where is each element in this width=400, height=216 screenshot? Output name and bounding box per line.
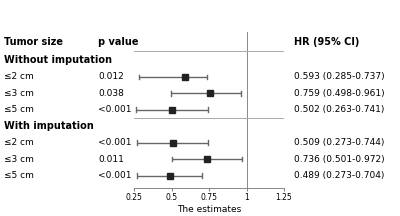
Text: 0.593 (0.285-0.737): 0.593 (0.285-0.737)	[294, 72, 385, 81]
Text: ≤3 cm: ≤3 cm	[4, 89, 34, 98]
Text: 0.489 (0.273-0.704): 0.489 (0.273-0.704)	[294, 171, 384, 180]
Text: <0.001: <0.001	[98, 138, 132, 147]
Text: ≤3 cm: ≤3 cm	[4, 155, 34, 164]
Text: <0.001: <0.001	[98, 171, 132, 180]
Text: <0.001: <0.001	[98, 105, 132, 114]
Text: 0.736 (0.501-0.972): 0.736 (0.501-0.972)	[294, 155, 385, 164]
X-axis label: The estimates: The estimates	[177, 205, 241, 214]
Text: ≤5 cm: ≤5 cm	[4, 105, 34, 114]
Text: ≤5 cm: ≤5 cm	[4, 171, 34, 180]
Text: 0.509 (0.273-0.744): 0.509 (0.273-0.744)	[294, 138, 384, 147]
Text: ≤2 cm: ≤2 cm	[4, 72, 34, 81]
Text: 0.012: 0.012	[98, 72, 124, 81]
Text: 0.011: 0.011	[98, 155, 124, 164]
Text: p value: p value	[98, 37, 138, 47]
Text: HR (95% CI): HR (95% CI)	[294, 37, 359, 47]
Text: Tumor size: Tumor size	[4, 37, 63, 47]
Text: ≤2 cm: ≤2 cm	[4, 138, 34, 147]
Text: With imputation: With imputation	[4, 121, 94, 131]
Text: 0.038: 0.038	[98, 89, 124, 98]
Text: Without imputation: Without imputation	[4, 55, 112, 65]
Text: 0.502 (0.263-0.741): 0.502 (0.263-0.741)	[294, 105, 384, 114]
Text: 0.759 (0.498-0.961): 0.759 (0.498-0.961)	[294, 89, 385, 98]
